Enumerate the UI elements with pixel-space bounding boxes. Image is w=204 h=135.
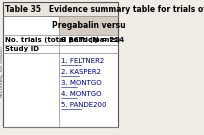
Text: No. trials (total participants): No. trials (total participants) <box>5 37 120 43</box>
Text: Pregabalin versu: Pregabalin versu <box>52 21 126 30</box>
Text: 2. KASPER2: 2. KASPER2 <box>61 69 101 75</box>
Text: 3. MONTGO: 3. MONTGO <box>61 80 102 86</box>
Text: Study ID: Study ID <box>5 46 39 52</box>
Text: Table 35   Evidence summary table for trials of pregab: Table 35 Evidence summary table for tria… <box>5 4 204 14</box>
Bar <box>3 2 118 16</box>
Bar <box>3 16 118 127</box>
Text: 4. MONTGO: 4. MONTGO <box>61 91 102 97</box>
Text: 5. PANDE200: 5. PANDE200 <box>61 102 106 108</box>
Text: 8 RCTs (N = 214: 8 RCTs (N = 214 <box>61 37 124 43</box>
Text: 1. FELTNER2: 1. FELTNER2 <box>61 58 104 64</box>
Bar <box>59 16 118 35</box>
Text: Archived, for histori: Archived, for histori <box>0 46 4 98</box>
